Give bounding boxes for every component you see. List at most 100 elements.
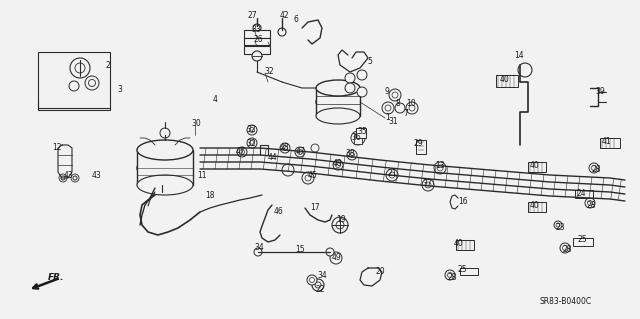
- Ellipse shape: [137, 156, 193, 180]
- Bar: [354, 134, 362, 144]
- Circle shape: [445, 270, 455, 280]
- Text: 34: 34: [254, 242, 264, 251]
- Circle shape: [330, 252, 342, 264]
- Circle shape: [307, 275, 317, 285]
- Text: 28: 28: [447, 272, 457, 281]
- Circle shape: [425, 182, 431, 188]
- Circle shape: [437, 165, 443, 171]
- Circle shape: [386, 169, 398, 181]
- Text: 39: 39: [595, 86, 605, 95]
- Circle shape: [250, 140, 255, 145]
- Circle shape: [302, 172, 314, 184]
- Text: 5: 5: [367, 57, 372, 66]
- Text: 47: 47: [295, 146, 305, 155]
- Text: 7: 7: [404, 109, 408, 118]
- Circle shape: [253, 24, 261, 32]
- Text: 38: 38: [345, 149, 355, 158]
- Ellipse shape: [316, 80, 360, 96]
- Text: 28: 28: [586, 201, 596, 210]
- Text: 37: 37: [422, 179, 432, 188]
- Circle shape: [392, 92, 398, 98]
- Ellipse shape: [137, 140, 193, 160]
- Circle shape: [70, 58, 90, 78]
- Circle shape: [554, 221, 562, 229]
- Text: 36: 36: [351, 133, 361, 143]
- Circle shape: [556, 223, 560, 227]
- Circle shape: [389, 89, 401, 101]
- Text: 17: 17: [310, 203, 320, 211]
- Circle shape: [160, 128, 170, 138]
- Text: FR.: FR.: [48, 273, 65, 282]
- Circle shape: [75, 63, 85, 73]
- Circle shape: [345, 83, 355, 93]
- Circle shape: [250, 128, 255, 132]
- Text: 22: 22: [316, 285, 324, 293]
- Text: 40: 40: [529, 160, 539, 169]
- Circle shape: [88, 79, 95, 86]
- Circle shape: [349, 152, 355, 158]
- Text: 43: 43: [63, 172, 73, 181]
- Circle shape: [422, 179, 434, 191]
- Bar: [460, 268, 478, 275]
- Circle shape: [69, 81, 79, 91]
- Text: 15: 15: [295, 246, 305, 255]
- Text: 28: 28: [591, 165, 601, 174]
- Text: 21: 21: [387, 168, 397, 177]
- Bar: [316, 88, 360, 116]
- Circle shape: [254, 248, 262, 256]
- Text: 26: 26: [253, 35, 263, 44]
- Bar: [528, 162, 546, 172]
- Text: 19: 19: [336, 216, 346, 225]
- Circle shape: [345, 73, 355, 83]
- Circle shape: [560, 243, 570, 253]
- Circle shape: [589, 163, 599, 173]
- Circle shape: [310, 278, 314, 283]
- Text: 28: 28: [563, 246, 572, 255]
- Text: 1: 1: [386, 114, 390, 122]
- Circle shape: [239, 150, 244, 154]
- Bar: [137, 150, 193, 185]
- Text: 40: 40: [500, 76, 510, 85]
- Circle shape: [280, 143, 290, 153]
- Text: 16: 16: [458, 197, 468, 206]
- Circle shape: [385, 105, 391, 111]
- Text: 12: 12: [52, 144, 61, 152]
- Text: 46: 46: [274, 206, 284, 216]
- Text: 25: 25: [577, 235, 587, 244]
- Text: 30: 30: [191, 118, 201, 128]
- Text: 44: 44: [267, 153, 277, 162]
- Circle shape: [71, 174, 79, 182]
- Text: 4: 4: [212, 95, 218, 105]
- Text: 31: 31: [388, 117, 398, 127]
- Circle shape: [312, 279, 324, 291]
- Circle shape: [351, 131, 365, 145]
- Circle shape: [282, 164, 294, 176]
- Bar: [496, 75, 518, 87]
- Bar: [244, 38, 270, 45]
- Text: 42: 42: [279, 11, 289, 20]
- Text: 41: 41: [601, 137, 611, 145]
- Circle shape: [61, 176, 65, 180]
- Text: 14: 14: [514, 51, 524, 61]
- Circle shape: [395, 103, 405, 113]
- Text: 32: 32: [246, 125, 256, 135]
- Bar: [575, 190, 593, 198]
- Text: 8: 8: [396, 99, 401, 108]
- Circle shape: [447, 272, 452, 278]
- Circle shape: [278, 28, 286, 36]
- Text: 40: 40: [529, 201, 539, 210]
- Circle shape: [389, 172, 395, 178]
- Circle shape: [434, 162, 446, 174]
- Circle shape: [591, 166, 596, 170]
- Bar: [38, 52, 110, 110]
- Text: 43: 43: [91, 172, 101, 181]
- Text: 32: 32: [246, 138, 256, 147]
- Text: 29: 29: [413, 138, 423, 147]
- Text: 47: 47: [235, 146, 245, 155]
- Text: 9: 9: [385, 87, 389, 97]
- Circle shape: [237, 147, 247, 157]
- Circle shape: [406, 102, 418, 114]
- Bar: [244, 30, 270, 38]
- Ellipse shape: [316, 108, 360, 124]
- Circle shape: [333, 160, 343, 170]
